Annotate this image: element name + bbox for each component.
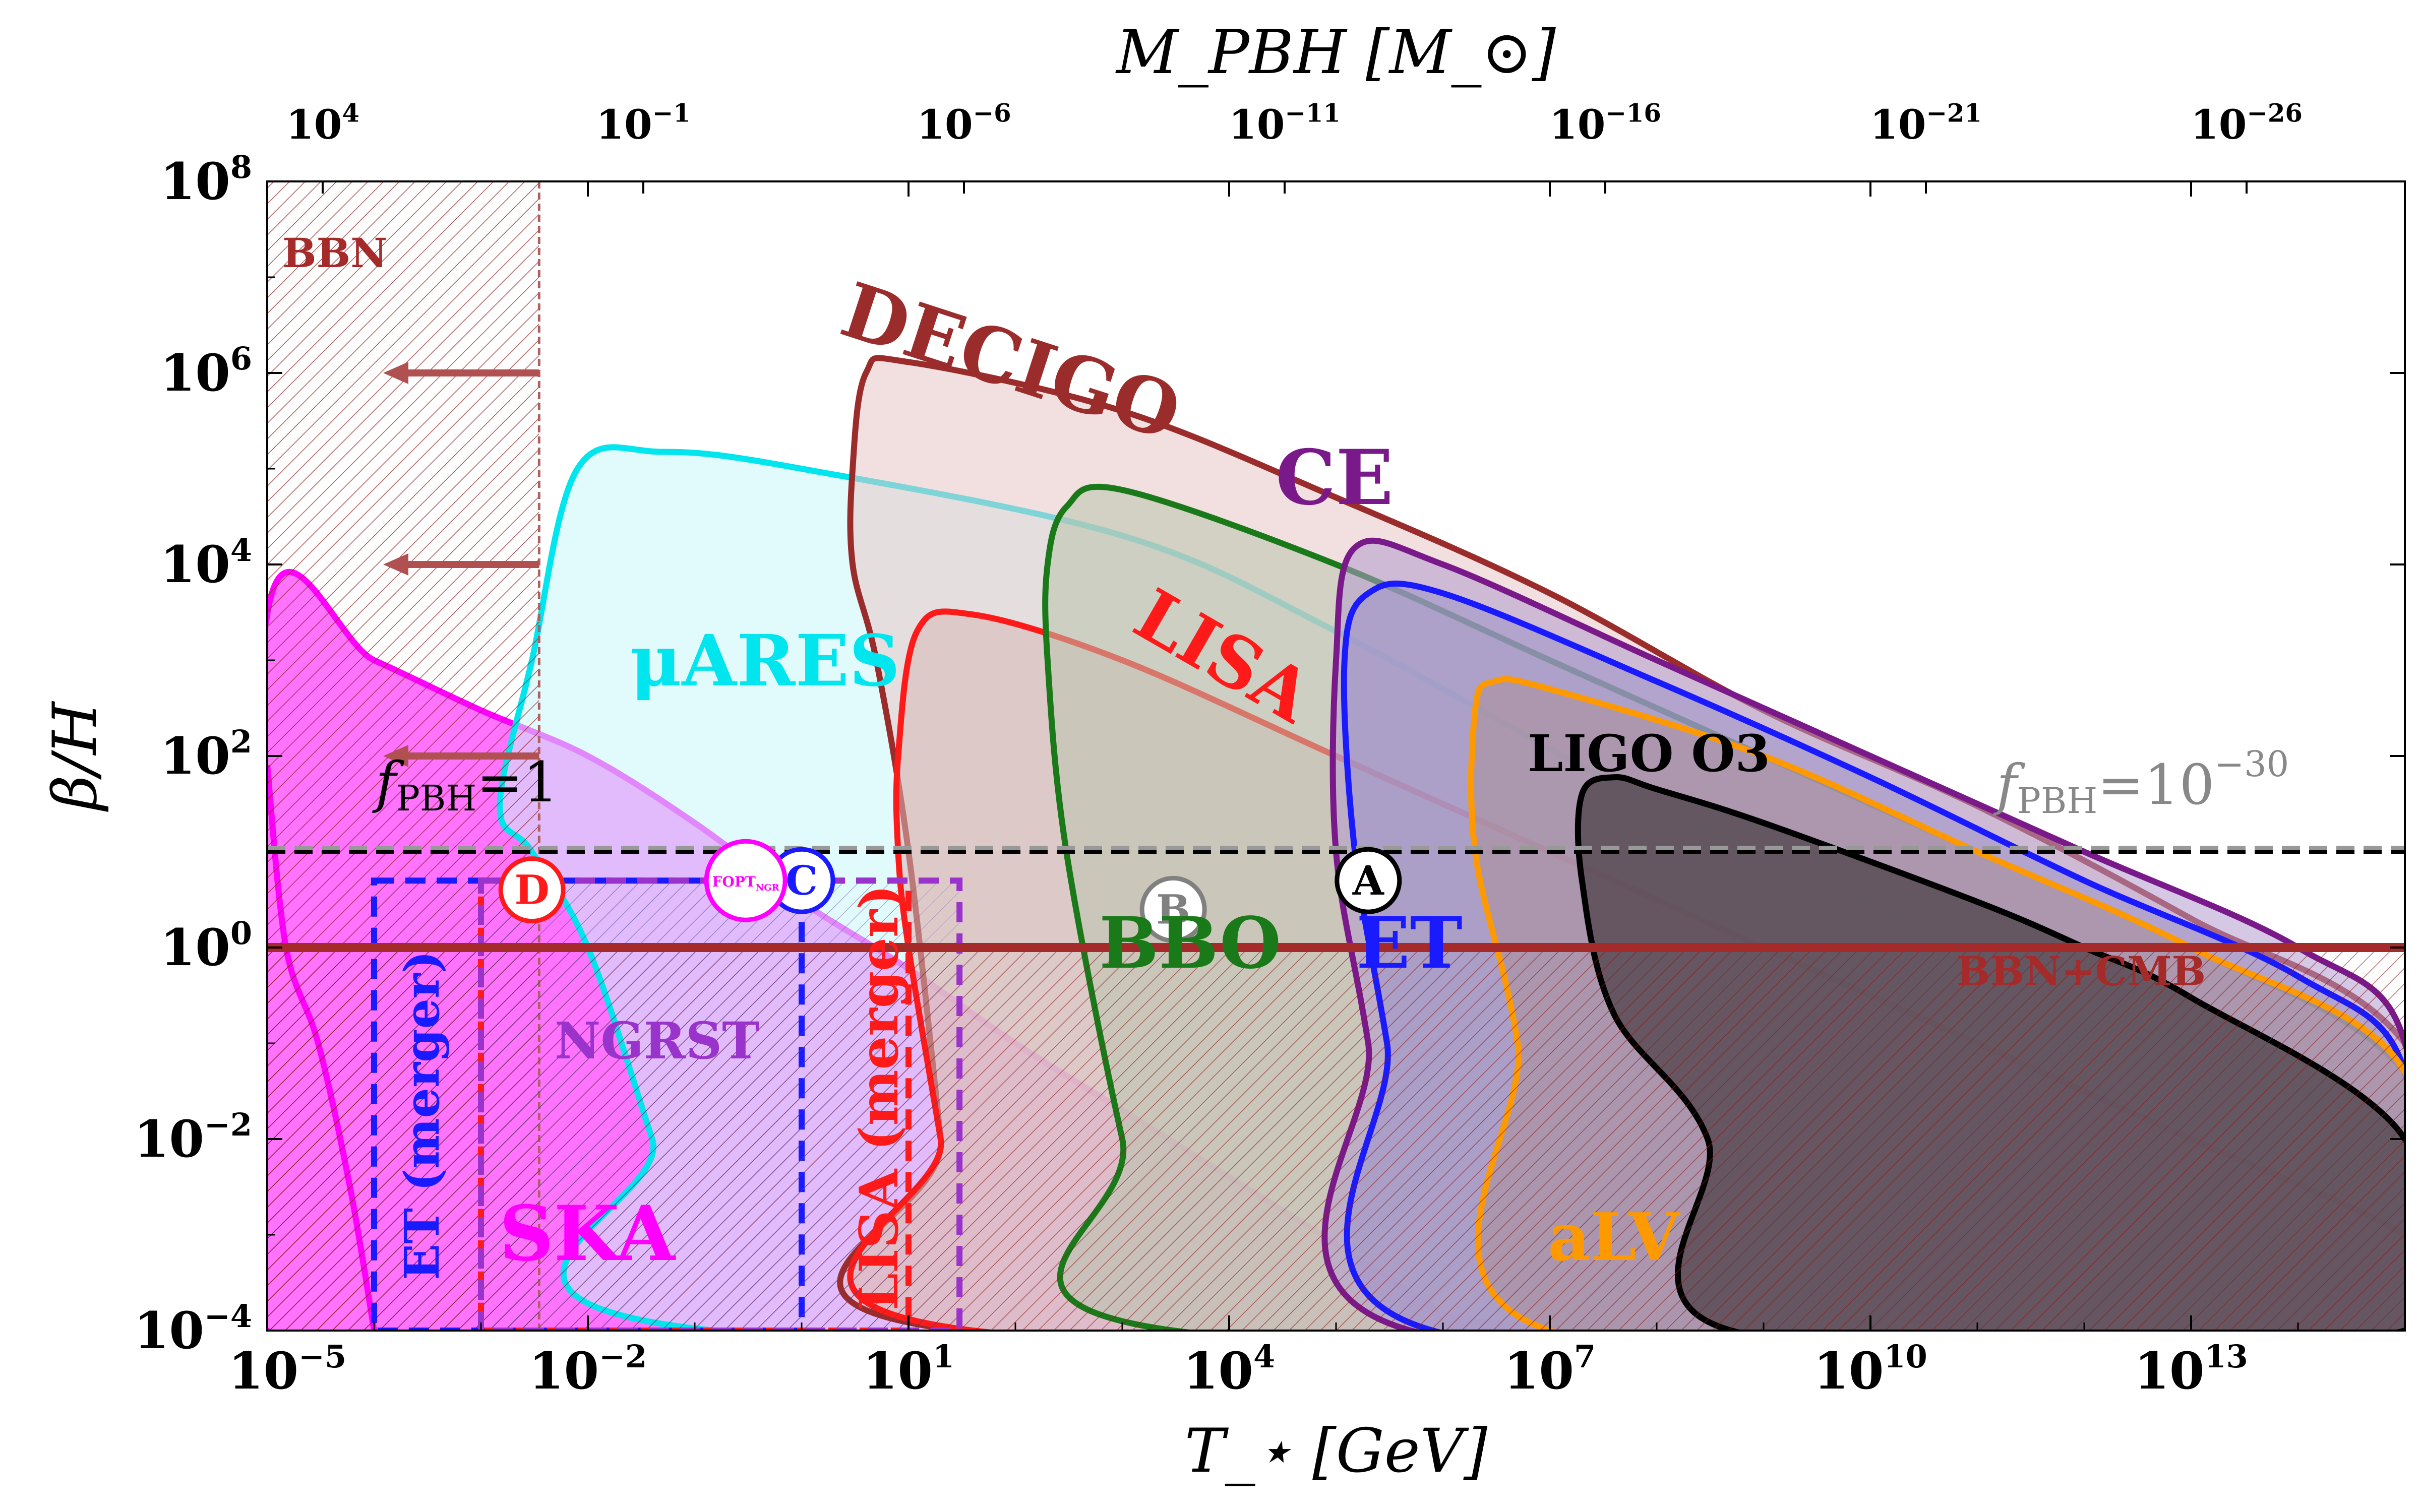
bbn-arrow-head-1 <box>383 553 408 576</box>
benchmark-d-circle <box>498 856 566 924</box>
label-ligo: LIGO O3 <box>1528 724 1770 783</box>
y-tick-label-1: 10−2 <box>134 1106 252 1169</box>
label-bbn-cmb: BBN+CMB <box>1956 948 2206 995</box>
benchmark-c-label: C <box>785 857 818 904</box>
reference-lines <box>267 846 2405 952</box>
merger-boxes <box>371 877 963 1331</box>
x-axis-title: T_⋆ [GeV] <box>1185 1416 1488 1486</box>
x-tick-label-1: 10−2 <box>529 1338 647 1401</box>
x2-tick-label-2: 10−6 <box>917 98 1011 148</box>
x2-tick-label-5: 10−21 <box>1870 98 1982 148</box>
label-mu-ares: μARES <box>630 620 900 703</box>
benchmark-b-circle <box>1139 875 1207 943</box>
bbn-arrow-head-0 <box>383 362 408 384</box>
axes: 10−5 10−2 101 104 107 1010 1013 10−4 10−2 100 102 1… <box>134 98 2406 1401</box>
x2-tick-label-3: 10−11 <box>1229 98 1341 148</box>
y-tick-label-2: 100 <box>160 915 252 977</box>
label-fpbh-30: fPBH=10−30 <box>1993 743 2289 822</box>
label-et: ET <box>1356 902 1463 985</box>
benchmark-fopt-circle <box>704 839 788 922</box>
x-tick-label-3: 104 <box>1183 1338 1275 1401</box>
benchmark-a-circle <box>1335 847 1402 914</box>
x-tick-label-5: 1010 <box>1813 1338 1927 1401</box>
y-tick-label-6: 108 <box>160 149 252 211</box>
y-axis-title: β/H <box>40 701 110 812</box>
bbn-arrow-head-2 <box>383 745 408 767</box>
box-ngrst <box>478 877 963 1331</box>
x2-tick-label-4: 10−16 <box>1549 98 1661 148</box>
label-ska: SKA <box>499 1189 677 1278</box>
benchmark-d-label: D <box>514 866 549 914</box>
y-tick-label-0: 10−4 <box>134 1298 252 1360</box>
label-fpbh-1: fPBH=1 <box>372 750 558 819</box>
label-alv: aLV <box>1548 1199 1680 1276</box>
top-axis-title: M_PBH [M_⊙] <box>1115 18 1556 88</box>
x-tick-label-0: 10−5 <box>228 1338 346 1401</box>
label-et-merger: ET (merger) <box>394 951 450 1280</box>
label-lisa-merger: LISA (merger) <box>848 885 910 1310</box>
x-tick-label-4: 107 <box>1504 1338 1596 1401</box>
y-tick-label-3: 102 <box>160 723 252 786</box>
y-tick-label-4: 104 <box>160 532 252 594</box>
x2-tick-label-0: 104 <box>286 98 359 148</box>
label-ngrst: NGRST <box>555 1011 760 1070</box>
x-tick-label-2: 101 <box>863 1338 954 1401</box>
label-bbn: BBN <box>282 229 387 277</box>
benchmark-b-label: B <box>1156 886 1190 933</box>
x2-tick-label-1: 10−1 <box>596 98 690 148</box>
benchmark-a-label: A <box>1352 857 1384 904</box>
label-ce: CE <box>1276 433 1394 522</box>
x2-tick-label-6: 10−26 <box>2191 98 2303 148</box>
x-tick-label-6: 1013 <box>2134 1338 2248 1401</box>
y-tick-label-5: 106 <box>160 340 252 403</box>
label-bbo: BBO <box>1099 902 1281 985</box>
